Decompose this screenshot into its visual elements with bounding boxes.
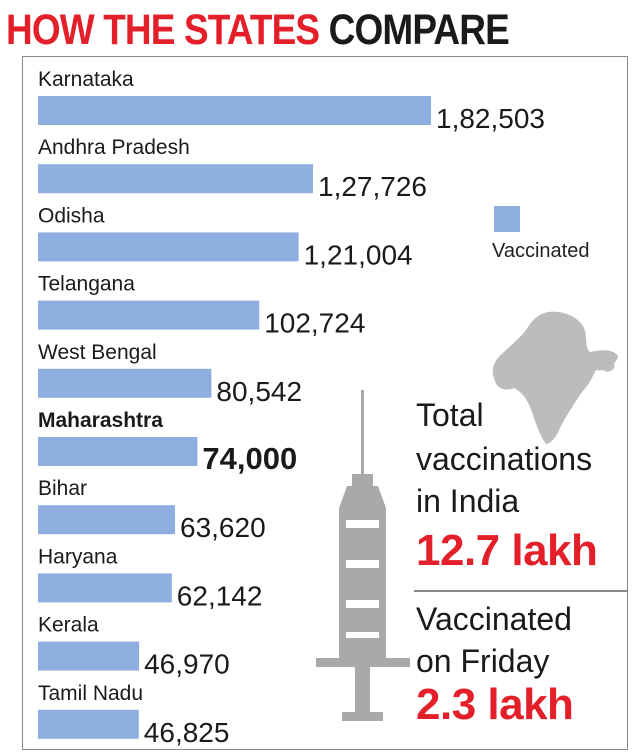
total-line-1: Total [416, 397, 484, 433]
total-line-2: vaccinations [416, 441, 593, 477]
title-part-black: COMPARE [328, 6, 510, 54]
category-label-tamil-nadu: Tamil Nadu [38, 682, 143, 705]
category-label-bihar: Bihar [38, 477, 87, 500]
category-label-andhra-pradesh: Andhra Pradesh [38, 136, 190, 159]
chart-frame [22, 56, 628, 750]
category-label-haryana: Haryana [38, 545, 118, 568]
bar-telangana [38, 300, 260, 330]
stats-divider [414, 590, 628, 592]
syringe-barrel [339, 486, 386, 666]
value-label-tamil-nadu: 46,825 [144, 717, 230, 748]
value-label-bihar: 63,620 [180, 512, 266, 543]
value-label-andhra-pradesh: 1,27,726 [318, 171, 427, 202]
bar-andhra-pradesh [38, 164, 313, 194]
title-part-red: HOW THE STATES [6, 6, 320, 54]
friday-line-2: on Friday [416, 643, 550, 679]
value-label-karnataka: 1,82,503 [436, 103, 545, 134]
category-label-karnataka: Karnataka [38, 68, 134, 91]
legend-swatch [494, 206, 520, 232]
syringe-icon [316, 390, 410, 721]
friday-line-1: Vaccinated [416, 601, 572, 637]
syringe-flange [316, 658, 410, 667]
bar-tamil-nadu [38, 709, 139, 739]
category-label-maharashtra: Maharashtra [38, 409, 163, 432]
category-label-odisha: Odisha [38, 204, 105, 227]
category-label-kerala: Kerala [38, 614, 99, 637]
bar-haryana [38, 573, 172, 603]
syringe-plunger-cap [342, 712, 383, 721]
value-label-maharashtra: 74,000 [202, 441, 297, 476]
friday-vaccinated-value: 2.3 lakh [416, 680, 574, 729]
chart-title: HOW THE STATES COMPARE [6, 4, 510, 56]
bar-west-bengal [38, 368, 212, 398]
total-vaccinations-value: 12.7 lakh [416, 526, 598, 575]
bar-maharashtra [38, 437, 198, 466]
total-line-3: in India [416, 483, 520, 519]
syringe-plunger [355, 667, 370, 715]
value-label-west-bengal: 80,542 [216, 376, 302, 407]
value-label-kerala: 46,970 [144, 649, 230, 680]
bar-bihar [38, 505, 175, 535]
value-label-telangana: 102,724 [264, 308, 365, 339]
value-label-haryana: 62,142 [177, 580, 263, 611]
bar-karnataka [38, 96, 431, 125]
value-label-odisha: 1,21,004 [304, 239, 413, 270]
bar-kerala [38, 641, 140, 671]
syringe-needle [361, 390, 364, 478]
legend-label: Vaccinated [492, 240, 590, 262]
bar-odisha [38, 232, 299, 262]
category-label-west-bengal: West Bengal [38, 341, 157, 364]
india-map-icon [492, 311, 618, 444]
syringe-hub [352, 474, 373, 486]
category-label-telangana: Telangana [38, 273, 135, 296]
